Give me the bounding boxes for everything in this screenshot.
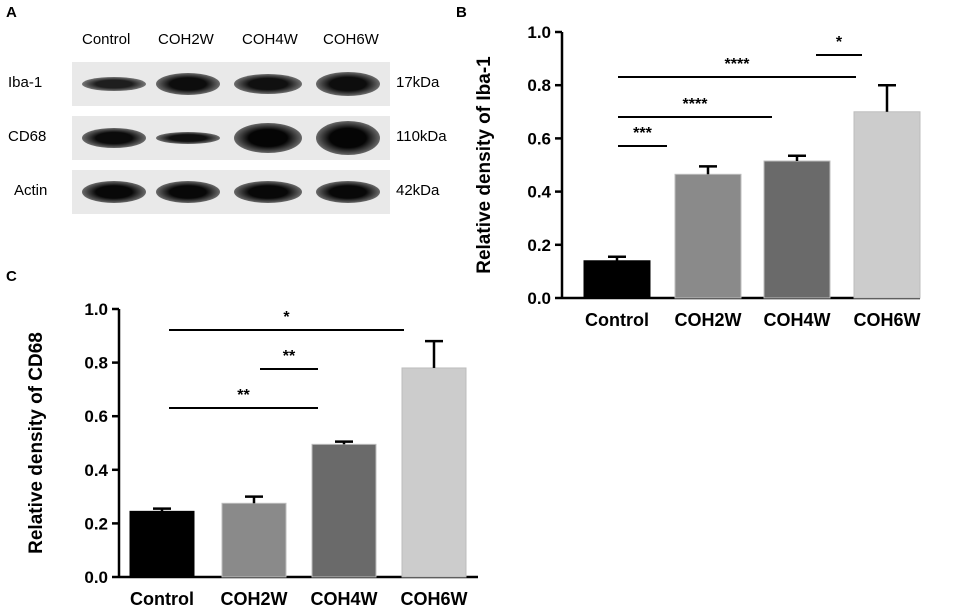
- lane-label-coh6w: COH6W: [323, 31, 379, 48]
- blot-band: [316, 181, 380, 203]
- x-tick-label: COH6W: [854, 310, 921, 330]
- y-tick-label: 0.6: [527, 129, 551, 148]
- blot-band: [82, 128, 146, 148]
- lane-label-control: Control: [82, 31, 131, 48]
- bar: [674, 173, 742, 299]
- bar: [853, 111, 921, 299]
- blot-band: [82, 181, 146, 203]
- size-label-iba1: 17kDa: [396, 74, 440, 91]
- lane-label-coh2w: COH2W: [158, 31, 214, 48]
- row-label-actin: Actin: [14, 182, 48, 199]
- blot-band: [156, 132, 220, 144]
- row-label-cd68: CD68: [8, 128, 47, 145]
- significance-label: ***: [633, 125, 652, 142]
- bar: [763, 160, 831, 299]
- panel-letter-a: A: [6, 4, 17, 21]
- y-tick-label: 1.0: [527, 23, 551, 42]
- blot-band: [156, 181, 220, 203]
- size-label-actin: 42kDa: [396, 182, 440, 199]
- blot-band: [234, 181, 302, 203]
- x-tick-label: Control: [585, 310, 649, 330]
- significance-label: ****: [725, 56, 751, 73]
- blot-band: [234, 74, 302, 94]
- blot-band: [316, 72, 380, 96]
- x-tick-label: COH4W: [764, 310, 831, 330]
- significance-label: *: [836, 34, 843, 51]
- y-tick-label: 0.2: [527, 236, 551, 255]
- panel-letter-c: C: [6, 268, 17, 285]
- significance-label: ****: [683, 96, 709, 113]
- western-blot-panel: Control COH2W COH4W COH6W Iba-1 CD68 Act…: [0, 0, 470, 230]
- blot-band: [156, 73, 220, 95]
- lane-label-coh4w: COH4W: [242, 31, 298, 48]
- row-label-iba1: Iba-1: [8, 74, 43, 91]
- size-label-cd68: 110kDa: [396, 128, 447, 145]
- blot-band: [316, 121, 380, 155]
- blot-strip-iba1: [72, 62, 390, 106]
- bar: [583, 260, 651, 299]
- y-tick-label: 0.8: [527, 76, 551, 95]
- x-tick-label: COH2W: [675, 310, 742, 330]
- panel-letter-b: B: [456, 4, 467, 21]
- y-tick-label: 0.4: [527, 183, 551, 202]
- y-tick-label: 0.0: [527, 289, 551, 308]
- blot-band: [234, 123, 302, 153]
- y-axis-label: Relative density of Iba-1: [474, 56, 495, 274]
- blot-strip-actin: [72, 170, 390, 214]
- blot-band: [82, 77, 146, 91]
- blot-strip-cd68: [72, 116, 390, 160]
